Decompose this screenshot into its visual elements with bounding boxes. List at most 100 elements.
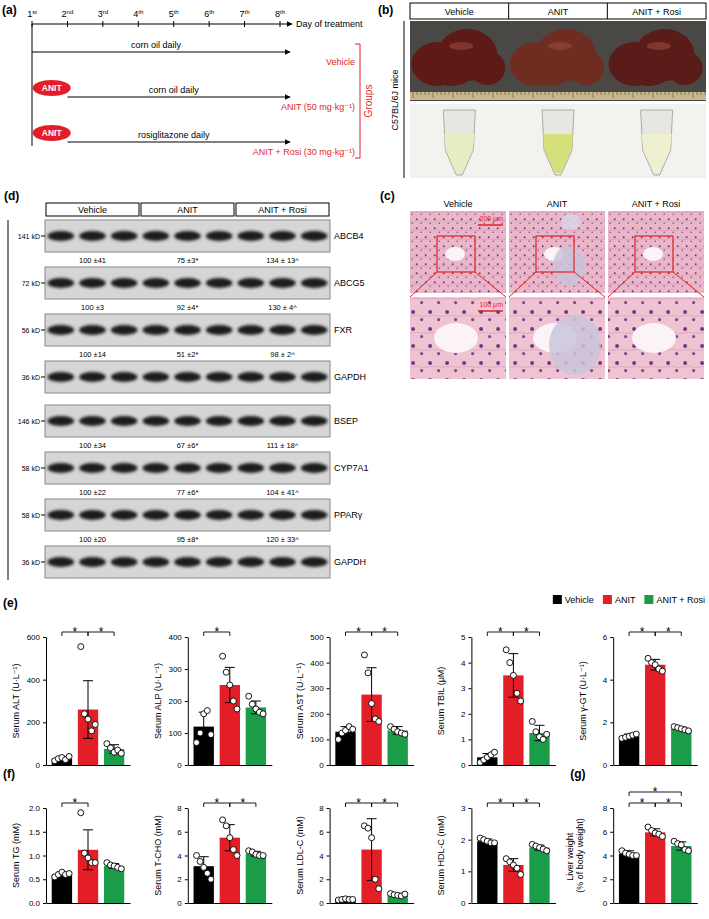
necrosis xyxy=(553,246,585,286)
ruler-tick xyxy=(645,92,646,95)
tick: 2.0 xyxy=(29,804,46,813)
data-point xyxy=(529,718,535,724)
label-line: (% of body weight) xyxy=(575,818,585,893)
tick-label: 4 xyxy=(603,852,608,861)
chart: 0123Serum HDL-C (mM)** xyxy=(436,796,556,908)
mw-dash xyxy=(41,283,45,284)
day-label: 6th xyxy=(204,9,214,19)
blot-band xyxy=(301,231,328,241)
blot-band xyxy=(79,557,106,567)
data-point xyxy=(208,732,214,738)
data-point xyxy=(633,853,639,859)
day-label: 5th xyxy=(169,9,179,19)
figure: (a)1st2nd3rd4th5th6th7th8thDay of treatm… xyxy=(0,0,709,919)
tick-label: 2 xyxy=(603,875,608,884)
tick: 400 xyxy=(310,659,329,668)
blot-band xyxy=(301,325,328,335)
data-point xyxy=(507,660,513,666)
ruler-tick xyxy=(457,92,458,95)
blot-band xyxy=(301,557,328,567)
header-divider xyxy=(607,3,608,19)
tick-label: 2 xyxy=(177,875,182,884)
blot-band xyxy=(48,231,75,241)
tick-mark xyxy=(43,637,46,638)
group-label: ANIT + Rosi xyxy=(258,205,307,215)
data-point xyxy=(204,708,210,714)
data-point xyxy=(85,716,91,722)
tick-mark xyxy=(185,856,188,857)
tick-label: 3 xyxy=(461,684,466,693)
day-suffix: th xyxy=(174,9,179,15)
ruler-tick xyxy=(677,92,678,95)
blot-band xyxy=(111,510,138,520)
mw-label: 72 kD xyxy=(22,280,40,287)
sig-label: * xyxy=(382,796,387,810)
ruler-tick xyxy=(617,92,618,95)
tick-mark xyxy=(468,739,471,740)
tick-label: 2 xyxy=(319,875,324,884)
histology-image xyxy=(410,211,506,293)
day-suffix: th xyxy=(209,9,214,15)
ruler-tick xyxy=(625,92,626,95)
column-label: ANIT xyxy=(548,7,569,17)
y-axis: 0100200300400500 xyxy=(310,633,330,770)
tick-label: 8 xyxy=(319,804,324,813)
tick: 0.5 xyxy=(29,875,46,884)
marks xyxy=(52,810,125,903)
blot-band xyxy=(111,463,138,473)
ruler-tick xyxy=(629,92,630,95)
ruler-tick xyxy=(425,92,426,95)
data-point xyxy=(376,718,382,724)
y-axis-label: Serum AST (U·L⁻¹) xyxy=(295,663,305,740)
injection-oval xyxy=(33,80,71,96)
chart: 012345Serum TBIL (μM)** xyxy=(436,625,556,770)
y-axis-label: Serum HDL-C (mM) xyxy=(436,815,446,895)
ruler-tick xyxy=(533,92,534,98)
axis-line xyxy=(613,809,614,904)
tick: 0 xyxy=(461,761,471,770)
liver-lobe xyxy=(431,62,471,86)
tick: 6 xyxy=(177,828,187,837)
tick: 0 xyxy=(36,761,46,770)
bile xyxy=(642,134,672,173)
blot-band xyxy=(143,278,170,288)
data-point xyxy=(230,847,236,853)
axis-line xyxy=(330,638,331,766)
sig-label: * xyxy=(653,785,658,799)
data-point xyxy=(204,870,210,876)
ruler-tick xyxy=(669,92,670,95)
tick-mark xyxy=(327,832,330,833)
axis-line xyxy=(46,809,47,904)
injection-label: ANIT xyxy=(42,128,63,138)
blot-band xyxy=(174,416,201,426)
tick-label: 8 xyxy=(603,804,608,813)
blot-band xyxy=(301,510,328,520)
data-point xyxy=(518,698,524,704)
mw-label: 36 kD xyxy=(22,374,40,381)
mw-label: 36 kD xyxy=(22,559,40,566)
data-point xyxy=(197,730,203,736)
tick-mark xyxy=(468,663,471,664)
group-label: ANIT (50 mg·kg⁻¹) xyxy=(281,102,355,112)
tick-label: 400 xyxy=(168,633,182,642)
quant-label: 98 ± 2^ xyxy=(270,350,295,359)
tick-label: 1 xyxy=(461,735,466,744)
mw-dash xyxy=(41,468,45,469)
scale-label: 200 μm xyxy=(480,215,504,223)
ruler-tick xyxy=(517,92,518,95)
day-label: 2nd xyxy=(62,9,74,19)
y-axis-label: Serum ALP (U·L⁻¹) xyxy=(153,663,163,739)
data-point xyxy=(234,706,240,712)
data-point xyxy=(92,860,98,866)
blot-band xyxy=(301,372,328,382)
ruler xyxy=(410,92,706,100)
blot-band xyxy=(206,231,233,241)
tick-label: 0.5 xyxy=(29,875,41,884)
panel-label: (a) xyxy=(2,3,17,17)
ruler-tick xyxy=(685,92,686,95)
tick-label: 0 xyxy=(177,761,182,770)
ruler-tick xyxy=(569,92,570,95)
data-point xyxy=(503,647,509,653)
tick-label: 300 xyxy=(168,665,182,674)
blot-band xyxy=(48,416,75,426)
